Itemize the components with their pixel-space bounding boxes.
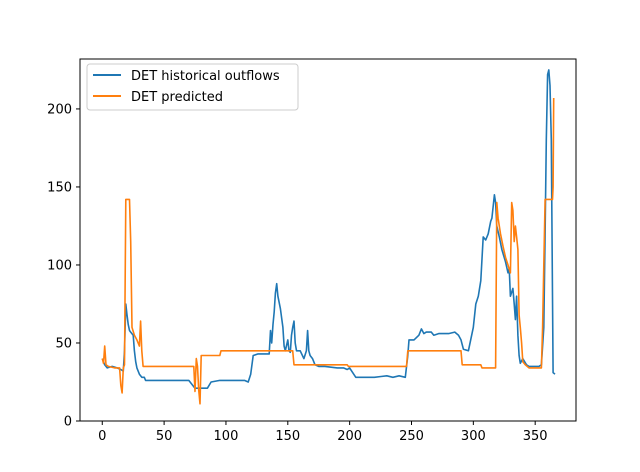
x-tick-label: 100 [214,429,239,444]
x-tick-label: 50 [156,429,173,444]
series-line-historical-outflows [101,69,556,390]
series-layer [101,69,556,405]
series-line-predicted [101,97,555,405]
x-tick-label: 150 [275,429,300,444]
x-tick-label: 250 [399,429,424,444]
x-tick-label: 350 [523,429,548,444]
legend-label-predicted: DET predicted [131,90,223,105]
y-tick-label: 200 [47,102,72,117]
y-axis: 0 50 100 150 200 [47,102,80,430]
y-tick-label: 100 [47,258,72,273]
legend: DET historical outflows DET predicted [86,63,299,111]
x-axis: 0 50 100 150 200 250 300 350 [98,421,548,444]
x-tick-label: 300 [461,429,486,444]
plot-frame [79,58,577,422]
legend-label-historical: DET historical outflows [131,69,280,84]
y-tick-label: 50 [55,336,72,351]
y-tick-label: 0 [64,415,72,430]
legend-box [86,63,299,111]
y-tick-label: 150 [47,180,72,195]
x-tick-label: 0 [98,429,106,444]
x-tick-label: 200 [337,429,362,444]
